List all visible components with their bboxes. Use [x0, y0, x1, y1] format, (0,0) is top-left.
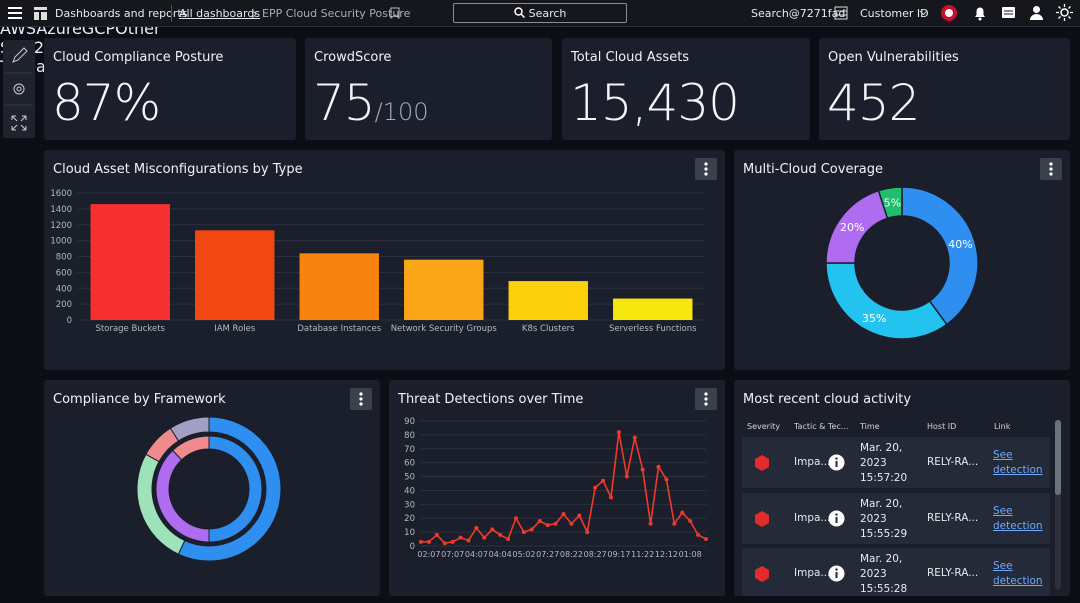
chart-title: Cloud Asset Misconfigurations by Type [53, 162, 303, 177]
chart-title: Threat Detections over Time [398, 392, 584, 407]
bookmark[interactable] [390, 7, 400, 19]
caret [919, 10, 928, 16]
time: Mar. 20, 2023 15:55:29 [860, 497, 908, 540]
chart-title: Compliance by Framework [53, 392, 226, 407]
info-icon[interactable] [828, 565, 845, 585]
kpi-card: Open Vulnerabilities 452 [819, 38, 1070, 140]
chevron [251, 9, 257, 19]
link-cell: See detection [993, 504, 1045, 534]
link-cell: See detection [993, 448, 1045, 478]
kpi-title: Open Vulnerabilities [828, 50, 959, 65]
kpi-title: Cloud Compliance Posture [53, 50, 224, 65]
kpi-value-wrap: 75/100 [313, 74, 429, 132]
link-cell: See detection [993, 559, 1045, 589]
panel-menu[interactable] [350, 388, 372, 410]
column-header: Severity [747, 422, 781, 431]
user[interactable]: Search@7271fad [751, 7, 846, 20]
page-name: EPP Cloud Security Posture [262, 7, 411, 20]
toolbar-icons[interactable] [3, 40, 35, 138]
column-header: Time [860, 422, 880, 431]
host-id: RELY-RA... [927, 511, 979, 524]
detection-link[interactable]: See detection [993, 449, 1043, 476]
breadcrumb[interactable]: All dashboards [179, 7, 261, 20]
menu-dots [359, 392, 363, 406]
scroll-thumb[interactable] [1055, 420, 1061, 495]
tactic: Impa... [794, 456, 831, 468]
chart-panel: Threat Detections over Time [389, 380, 725, 596]
kpi-card: Total Cloud Assets 15,430 [562, 38, 810, 140]
section: Dashboards and reports [55, 7, 188, 20]
chart-title: Multi-Cloud Coverage [743, 162, 884, 177]
time: Mar. 20, 2023 15:57:20 [860, 442, 908, 484]
host-id: RELY-RA... [927, 456, 979, 468]
kpi-value: 75 [313, 74, 376, 132]
tactic: Impa... [794, 567, 831, 579]
activity-row: Impa... Mar. 20, 2023 15:55:29 RELY-RA... S… [742, 492, 1050, 544]
scrollbar[interactable] [1055, 420, 1061, 590]
activity-row: Impa... Mar. 20, 2023 15:57:20 RELY-RA... S… [742, 437, 1050, 488]
panel-title: Most recent cloud activity [743, 392, 912, 407]
column-header: Host ID [927, 422, 957, 431]
side-toolbar [3, 40, 35, 138]
divider [171, 5, 172, 22]
column-header: Link [994, 422, 1011, 431]
theme[interactable] [1056, 4, 1073, 21]
time: Mar. 20, 2023 15:55:28 [860, 553, 908, 595]
column-header: Tactic & Tec... [794, 422, 849, 431]
bell[interactable] [973, 5, 987, 21]
top-bar: Dashboards and reports All dashboards EP… [0, 0, 1080, 27]
activity-panel: Most recent cloud activity Severity Tact… [734, 380, 1070, 596]
menu-icon[interactable] [8, 6, 22, 19]
menu-dots [1049, 162, 1053, 176]
search-icon [513, 7, 525, 19]
profile[interactable] [1029, 5, 1044, 20]
kpi-value: 15,430 [570, 74, 740, 132]
search-box[interactable]: Search [453, 3, 627, 23]
kpi-title: Total Cloud Assets [571, 50, 690, 65]
info-icon[interactable] [828, 510, 845, 530]
severity-hexagon [755, 455, 769, 471]
activity-row: Impa... Mar. 20, 2023 15:55:28 RELY-RA... S… [742, 548, 1050, 596]
dashboard-icon [34, 7, 47, 20]
severity-icon [754, 566, 770, 585]
host-id: RELY-RA... [927, 567, 979, 579]
tactic: Impa... [794, 511, 831, 524]
search-label: Search [528, 7, 567, 20]
kpi-suffix: /100 [374, 98, 429, 126]
panel-menu[interactable] [695, 158, 717, 180]
severity-hexagon [755, 510, 769, 527]
kpi-card: Cloud Compliance Posture 87% [44, 38, 296, 140]
severity-icon [754, 455, 770, 474]
kpi-card: CrowdScore 75/100 [305, 38, 552, 140]
info-glyph [828, 510, 845, 526]
detection-link[interactable]: See detection [993, 504, 1043, 532]
severity-icon [754, 510, 770, 530]
chart-panel: Multi-Cloud Coverage [734, 150, 1070, 370]
chart-panel: Compliance by Framework [44, 380, 380, 596]
logo [941, 5, 957, 21]
kpi-title: CrowdScore [314, 50, 392, 65]
messages[interactable] [1001, 6, 1016, 20]
menu-dots [704, 392, 708, 406]
menu-dots [704, 162, 708, 176]
table-icon[interactable] [834, 6, 848, 20]
panel-menu[interactable] [695, 388, 717, 410]
info-glyph [828, 454, 845, 471]
severity-hexagon [755, 566, 769, 582]
kpi-value: 452 [827, 74, 920, 132]
panel-menu[interactable] [1040, 158, 1062, 180]
info-glyph [828, 565, 845, 582]
chart-panel: Cloud Asset Misconfigurations by Type [44, 150, 725, 370]
kpi-value: 87% [52, 74, 161, 132]
detection-link[interactable]: See detection [993, 560, 1043, 587]
info-icon[interactable] [828, 454, 845, 474]
customer[interactable]: Customer ID [860, 7, 929, 20]
